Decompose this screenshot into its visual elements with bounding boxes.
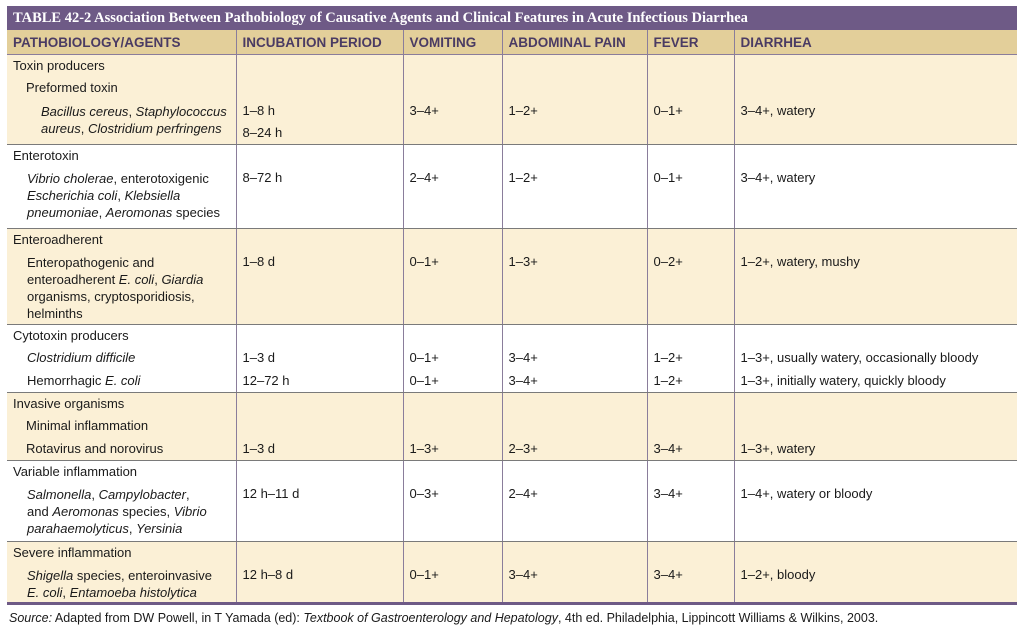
incubation-cell: 8–72 h: [235, 144, 403, 230]
fever-cell: 3–4+: [646, 460, 734, 543]
fever-cell: 0–2+: [646, 228, 734, 326]
diarrhea-cell: 1–2+, bloody: [733, 541, 1017, 602]
incubation-cell: 1–8 d: [235, 228, 403, 326]
vomiting-cell: 1–3+: [402, 392, 502, 462]
table-row: Enteroadherent Enteropathogenic and ente…: [7, 228, 1017, 326]
table-row: Toxin producers Preformed toxin Bacillus…: [7, 54, 1017, 146]
agent-cell: Enteroadherent Enteropathogenic and ente…: [7, 228, 236, 326]
agent-cell: Variable inflammation Salmonella, Campyl…: [7, 460, 236, 543]
diarrhea-cell: 1–2+, watery, mushy: [733, 228, 1017, 326]
agent-cell: Severe inflammation Shigella species, en…: [7, 541, 236, 602]
source-note: Source: Adapted from DW Powell, in T Yam…: [9, 610, 879, 625]
table-row: Enterotoxin Vibrio cholerae, enterotoxig…: [7, 144, 1017, 230]
fever-cell: 0–1+: [646, 144, 734, 230]
vomiting-cell: 0–1+ 0–1+: [402, 324, 502, 394]
header-agents: PATHOBIOLOGY/AGENTS: [7, 30, 236, 55]
diarrhea-cell: 1–4+, watery or bloody: [733, 460, 1017, 543]
fever-cell: 3–4+: [646, 392, 734, 462]
header-abdominal-pain: ABDOMINAL PAIN: [501, 30, 647, 55]
header-diarrhea: DIARRHEA: [733, 30, 1017, 55]
agent-cell: Cytotoxin producers Clostridium difficil…: [7, 324, 236, 394]
diarrhea-cell: 3–4+, watery: [733, 54, 1017, 146]
header-row: PATHOBIOLOGY/AGENTS INCUBATION PERIOD VO…: [7, 30, 1017, 55]
header-vomiting: VOMITING: [402, 30, 502, 55]
diarrhea-cell: 1–3+, watery: [733, 392, 1017, 462]
diarrhea-table: PATHOBIOLOGY/AGENTS INCUBATION PERIOD VO…: [7, 30, 1017, 602]
table-row: Severe inflammation Shigella species, en…: [7, 541, 1017, 602]
vomiting-cell: 0–1+: [402, 228, 502, 326]
header-incubation: INCUBATION PERIOD: [235, 30, 403, 55]
agent-cell: Toxin producers Preformed toxin Bacillus…: [7, 54, 236, 146]
pain-cell: 2–4+: [501, 460, 647, 543]
table-container: TABLE 42-2 Association Between Pathobiol…: [7, 6, 1017, 625]
vomiting-cell: 0–1+: [402, 541, 502, 602]
header-fever: FEVER: [646, 30, 734, 55]
pain-cell: 1–3+: [501, 228, 647, 326]
bottom-rule: [7, 601, 1017, 605]
fever-cell: 0–1+: [646, 54, 734, 146]
incubation-cell: 12 h–11 d: [235, 460, 403, 543]
diarrhea-cell: 3–4+, watery: [733, 144, 1017, 230]
table-title: TABLE 42-2 Association Between Pathobiol…: [7, 6, 1017, 30]
agent-cell: Enterotoxin Vibrio cholerae, enterotoxig…: [7, 144, 236, 230]
incubation-cell: 1–8 h 8–24 h: [235, 54, 403, 146]
vomiting-cell: 0–3+: [402, 460, 502, 543]
diarrhea-cell: 1–3+, usually watery, occasionally blood…: [733, 324, 1017, 394]
incubation-cell: 12 h–8 d: [235, 541, 403, 602]
table-row: Cytotoxin producers Clostridium difficil…: [7, 324, 1017, 394]
agent-cell: Invasive organisms Minimal inflammation …: [7, 392, 236, 462]
pain-cell: 3–4+: [501, 541, 647, 602]
fever-cell: 3–4+: [646, 541, 734, 602]
table-row: Variable inflammation Salmonella, Campyl…: [7, 460, 1017, 543]
incubation-cell: 1–3 d: [235, 392, 403, 462]
pain-cell: 1–2+: [501, 54, 647, 146]
incubation-cell: 1–3 d 12–72 h: [235, 324, 403, 394]
vomiting-cell: 3–4+: [402, 54, 502, 146]
fever-cell: 1–2+ 1–2+: [646, 324, 734, 394]
vomiting-cell: 2–4+: [402, 144, 502, 230]
table-row: Invasive organisms Minimal inflammation …: [7, 392, 1017, 462]
pain-cell: 1–2+: [501, 144, 647, 230]
pain-cell: 3–4+ 3–4+: [501, 324, 647, 394]
pain-cell: 2–3+: [501, 392, 647, 462]
